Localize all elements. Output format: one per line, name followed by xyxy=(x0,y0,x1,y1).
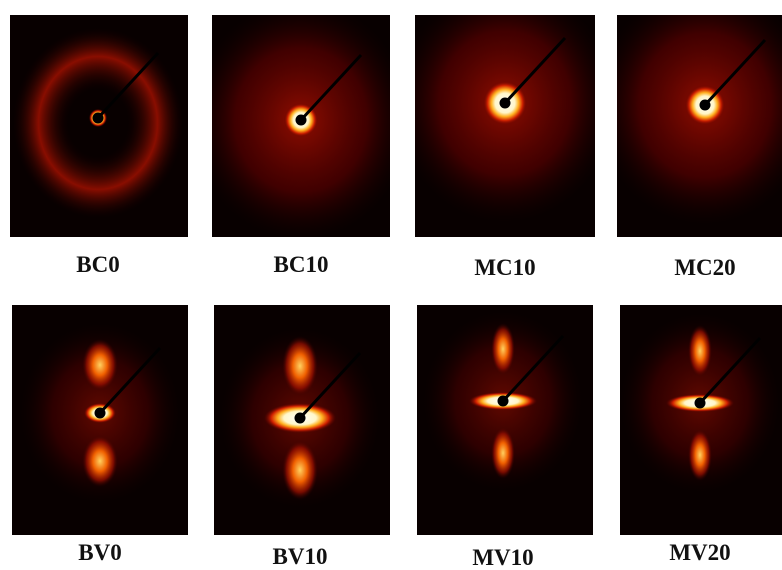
pattern-image xyxy=(595,0,782,237)
panel-label: BC0 xyxy=(76,252,119,277)
panel-label: MV20 xyxy=(669,540,730,565)
panel-label: MV10 xyxy=(472,545,533,570)
pattern-image xyxy=(620,305,782,535)
panel-label: BV10 xyxy=(273,544,328,569)
beamstop xyxy=(93,113,104,124)
pattern-image xyxy=(417,305,593,535)
beamstop xyxy=(695,398,706,409)
upper-lobe xyxy=(491,323,515,375)
pattern-panel xyxy=(191,0,411,240)
pattern-image xyxy=(214,305,390,535)
upper-lobe xyxy=(688,325,712,377)
pattern-panel xyxy=(595,0,782,237)
pattern-image xyxy=(395,0,615,237)
panel-label: MC10 xyxy=(474,255,535,280)
pattern-panel xyxy=(395,0,615,237)
beamstop xyxy=(700,100,711,111)
beamstop xyxy=(498,396,509,407)
panel-label: BV0 xyxy=(78,540,121,565)
figure: BC0 BC10 MC10 MC20 BV0 BV10 MV10 MV20 xyxy=(0,0,782,570)
lower-lobe xyxy=(282,440,318,500)
lower-lobe xyxy=(491,427,515,479)
beamstop xyxy=(295,413,306,424)
upper-lobe xyxy=(282,336,318,396)
pattern-image xyxy=(12,305,188,535)
pattern-panel xyxy=(620,305,782,535)
panel-label: MC20 xyxy=(674,255,735,280)
pattern-panel xyxy=(12,305,188,535)
lower-lobe xyxy=(82,435,118,487)
pattern-image xyxy=(10,15,188,237)
beamstop xyxy=(296,115,307,126)
pattern-panel xyxy=(10,15,188,237)
pattern-image xyxy=(191,0,411,240)
beamstop xyxy=(95,408,106,419)
pattern-panel xyxy=(417,305,593,535)
upper-lobe xyxy=(82,339,118,391)
beamstop xyxy=(500,98,511,109)
panel-label: BC10 xyxy=(274,252,329,277)
lower-lobe xyxy=(688,429,712,481)
pattern-panel xyxy=(214,305,390,535)
